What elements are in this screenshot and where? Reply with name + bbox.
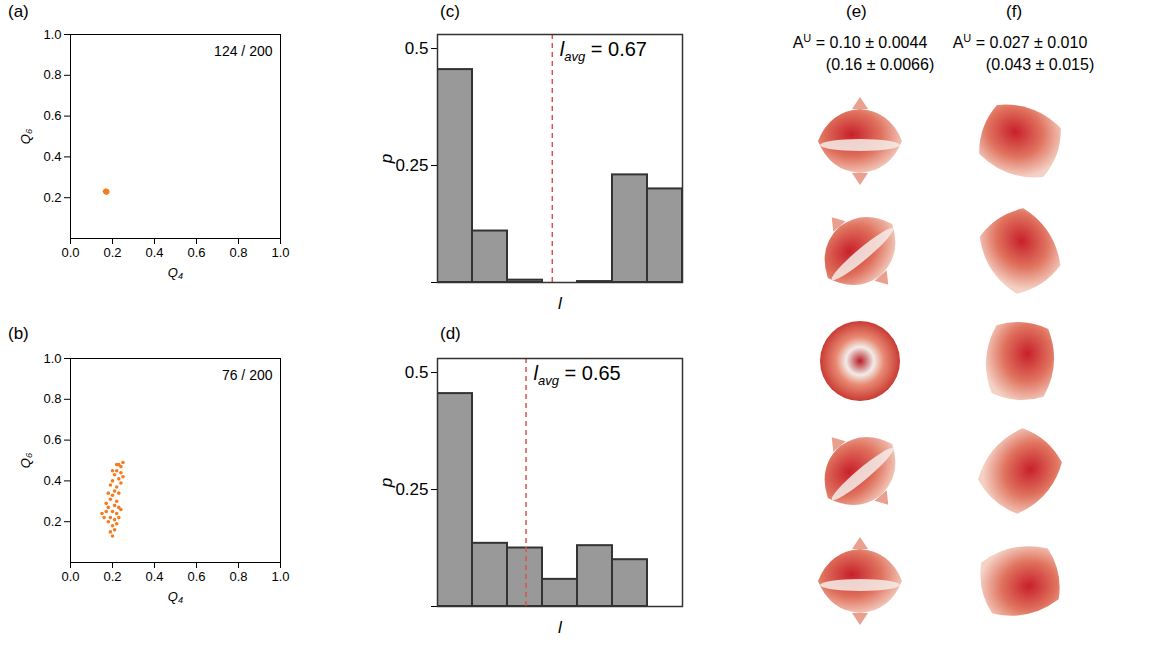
svg-text:0.4: 0.4 bbox=[43, 473, 61, 488]
svg-text:0.8: 0.8 bbox=[229, 569, 247, 584]
svg-text:0.6: 0.6 bbox=[43, 108, 61, 123]
svg-text:0.4: 0.4 bbox=[43, 149, 61, 164]
svg-text:0.8: 0.8 bbox=[43, 391, 61, 406]
svg-text:0.4: 0.4 bbox=[145, 245, 163, 260]
svg-text:p: p bbox=[377, 478, 396, 488]
html-text:(c): (c) bbox=[440, 2, 460, 21]
html-text:lavg= 0.65: lavg= 0.65 bbox=[533, 362, 621, 388]
svg-text:0.8: 0.8 bbox=[43, 67, 61, 82]
html-text:(0.16 ± 0.0066): (0.16 ± 0.0066) bbox=[825, 56, 935, 73]
html-text:(a): (a) bbox=[8, 2, 29, 21]
svg-text:0.6: 0.6 bbox=[187, 245, 205, 260]
html-text:(e): (e) bbox=[846, 2, 867, 21]
svg-text:0.0: 0.0 bbox=[61, 569, 79, 584]
svg-text:0.8: 0.8 bbox=[229, 245, 247, 260]
svg-text:l: l bbox=[558, 618, 563, 637]
svg-text:Q₄: Q₄ bbox=[168, 589, 183, 604]
svg-text:0.0: 0.0 bbox=[61, 245, 79, 260]
html-text:(f): (f) bbox=[1006, 2, 1022, 21]
svg-text:1.0: 1.0 bbox=[271, 569, 289, 584]
svg-text:0.5: 0.5 bbox=[405, 363, 429, 382]
svg-text:0.25: 0.25 bbox=[395, 480, 428, 499]
svg-text:0.6: 0.6 bbox=[43, 432, 61, 447]
svg-text:0.2: 0.2 bbox=[103, 569, 121, 584]
html-text:(b): (b) bbox=[8, 324, 29, 343]
svg-text:0.5: 0.5 bbox=[405, 39, 429, 58]
html-text:AU= 0.10 ± 0.0044: AU= 0.10 ± 0.0044 bbox=[792, 32, 928, 52]
svg-text:124 / 200: 124 / 200 bbox=[214, 43, 273, 59]
html-text:lavg= 0.67: lavg= 0.67 bbox=[559, 38, 647, 64]
html-text:(d): (d) bbox=[440, 324, 461, 343]
html-text:AU= 0.027 ± 0.010: AU= 0.027 ± 0.010 bbox=[952, 32, 1088, 52]
svg-text:0.2: 0.2 bbox=[43, 514, 61, 529]
html-text:(0.043 ± 0.015): (0.043 ± 0.015) bbox=[985, 56, 1095, 73]
svg-text:0.4: 0.4 bbox=[145, 569, 163, 584]
svg-text:1.0: 1.0 bbox=[43, 27, 61, 42]
svg-text:1.0: 1.0 bbox=[271, 245, 289, 260]
svg-text:Q₄: Q₄ bbox=[168, 265, 183, 280]
svg-text:0.6: 0.6 bbox=[187, 569, 205, 584]
svg-text:0.2: 0.2 bbox=[43, 190, 61, 205]
svg-text:76 / 200: 76 / 200 bbox=[222, 367, 273, 383]
svg-text:l: l bbox=[558, 294, 563, 313]
svg-text:1.0: 1.0 bbox=[43, 351, 61, 366]
svg-text:Q₆: Q₆ bbox=[18, 452, 33, 468]
svg-text:Q₆: Q₆ bbox=[18, 128, 33, 144]
svg-text:0.25: 0.25 bbox=[395, 156, 428, 175]
svg-text:0.2: 0.2 bbox=[103, 245, 121, 260]
svg-text:p: p bbox=[377, 154, 396, 164]
